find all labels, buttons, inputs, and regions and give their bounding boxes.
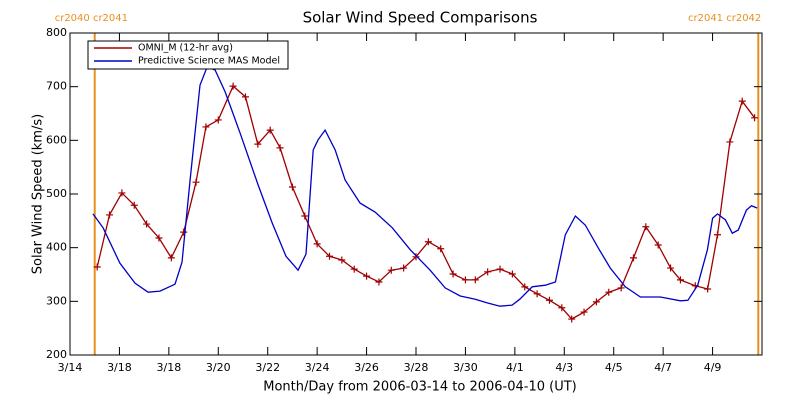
y-tick-label: 700 <box>46 80 67 93</box>
y-tick-label: 400 <box>46 241 67 254</box>
y-axis-label: Solar Wind Speed (km/s) <box>31 114 46 274</box>
data-point <box>192 178 200 186</box>
data-point <box>533 290 541 298</box>
x-tick-label: 3/18 <box>107 361 132 374</box>
legend-label: OMNI_M (12-hr avg) <box>138 43 233 54</box>
data-point <box>180 228 188 236</box>
data-point <box>437 245 445 253</box>
data-point <box>118 189 126 197</box>
y-tick-label: 600 <box>46 133 67 146</box>
x-axis-label: Month/Day from 2006-03-14 to 2006-04-10 … <box>263 380 576 395</box>
data-point <box>726 138 734 146</box>
data-point <box>313 240 321 248</box>
data-point <box>605 288 613 296</box>
data-point <box>592 298 600 306</box>
data-point <box>424 238 432 246</box>
data-point <box>449 270 457 278</box>
x-tick-label: 3/24 <box>305 361 330 374</box>
data-point <box>484 268 492 276</box>
data-point <box>387 266 395 274</box>
x-tick-label: 3/30 <box>453 361 478 374</box>
data-point <box>714 231 722 239</box>
data-point <box>751 114 759 122</box>
data-point <box>363 272 371 280</box>
x-tick-label: 3/18 <box>157 361 182 374</box>
data-point <box>326 252 333 260</box>
x-tick-label: 4/3 <box>555 361 573 374</box>
data-point <box>214 116 222 124</box>
data-point <box>461 276 469 284</box>
x-tick-label: 3/22 <box>255 361 280 374</box>
x-tick-label: 4/7 <box>654 361 672 374</box>
data-point <box>254 140 262 148</box>
data-point <box>93 263 101 271</box>
series-line <box>92 65 758 307</box>
data-point <box>106 211 114 219</box>
legend-label: Predictive Science MAS Model <box>138 56 280 67</box>
data-point <box>642 223 650 231</box>
data-point <box>266 126 274 134</box>
data-point <box>375 278 383 286</box>
data-point <box>496 265 504 273</box>
data-point <box>654 241 662 249</box>
x-tick-label: 3/28 <box>404 361 429 374</box>
data-point <box>704 285 712 293</box>
data-point <box>400 264 408 272</box>
data-point <box>143 220 151 228</box>
data-point <box>288 183 296 191</box>
y-tick-label: 200 <box>46 348 67 361</box>
data-point <box>629 254 637 262</box>
data-point <box>738 97 746 105</box>
y-tick-label: 800 <box>46 26 67 39</box>
data-point <box>580 308 588 316</box>
data-point <box>617 284 625 292</box>
x-tick-label: 3/26 <box>354 361 379 374</box>
data-point <box>676 276 684 284</box>
data-point <box>508 270 516 278</box>
x-tick-label: 4/1 <box>506 361 524 374</box>
data-point <box>412 253 420 261</box>
data-point <box>667 264 675 272</box>
y-tick-label: 500 <box>46 187 67 200</box>
data-point <box>155 234 163 242</box>
data-point <box>202 123 210 131</box>
data-point <box>301 212 309 220</box>
data-point <box>558 304 566 312</box>
data-point <box>229 82 237 90</box>
x-tick-label: 4/5 <box>605 361 623 374</box>
data-point <box>521 283 529 291</box>
data-point <box>545 296 553 304</box>
chart-title: Solar Wind Speed Comparisons <box>303 9 538 27</box>
y-tick-label: 300 <box>46 294 67 307</box>
legend-box <box>87 40 289 70</box>
boundary-label: cr2040 cr2041 <box>55 13 128 24</box>
data-point <box>338 256 346 264</box>
data-point <box>241 93 249 101</box>
data-point <box>130 201 138 209</box>
data-point <box>568 315 576 323</box>
data-point <box>167 254 175 262</box>
x-tick-label: 3/20 <box>206 361 231 374</box>
data-point <box>471 276 479 284</box>
boundary-label: cr2041 cr2042 <box>688 13 761 24</box>
data-point <box>276 144 284 152</box>
data-point <box>350 265 358 273</box>
x-tick-label: 3/14 <box>58 361 83 374</box>
x-tick-label: 4/9 <box>704 361 722 374</box>
